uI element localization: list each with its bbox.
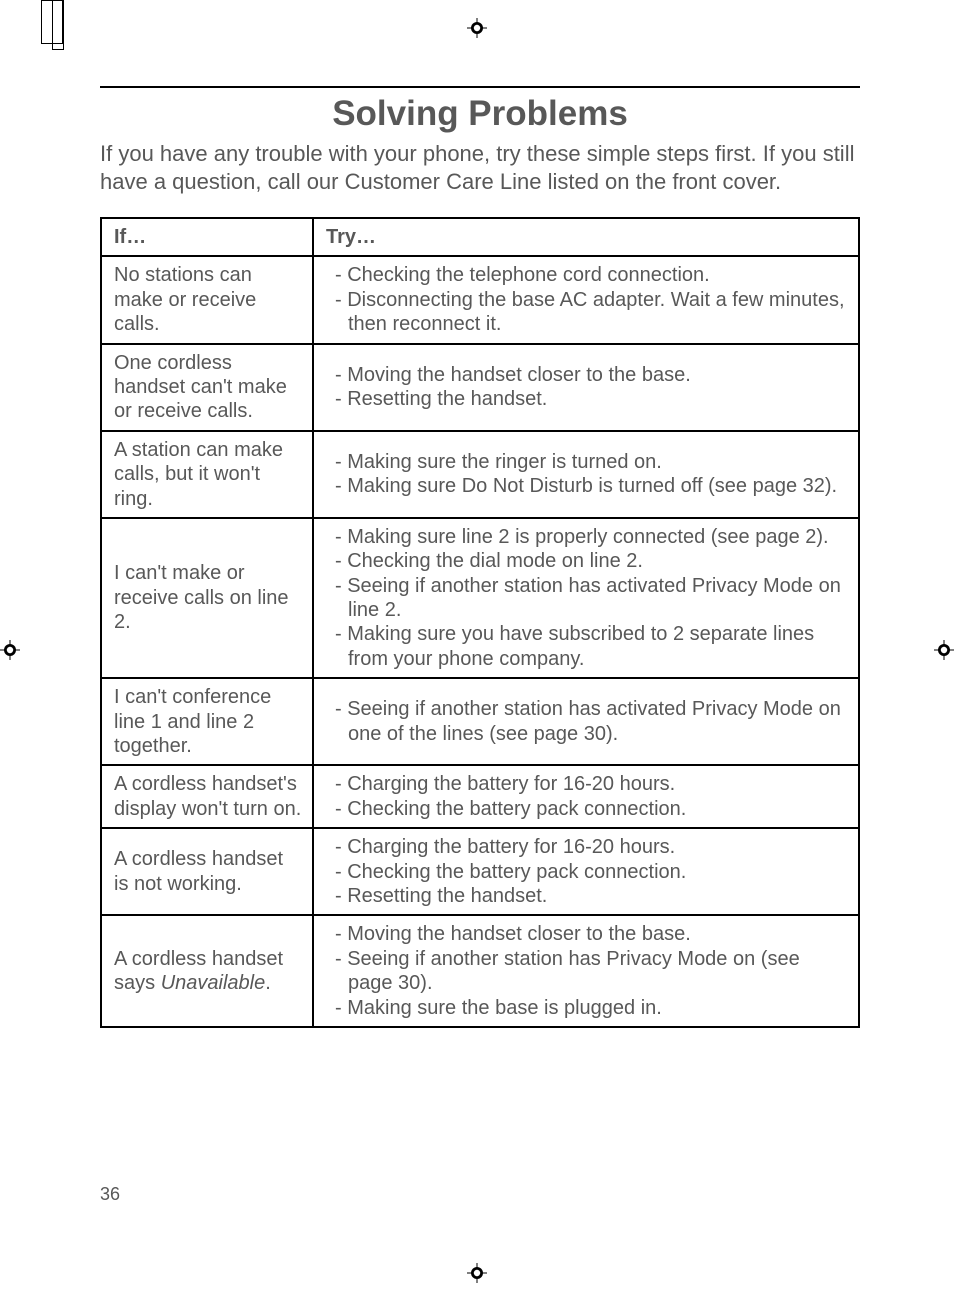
table-row: A cordless handset's display won't turn … bbox=[101, 765, 859, 828]
table-row: A station can make calls, but it won't r… bbox=[101, 431, 859, 518]
try-line: - Seeing if another station has Privacy … bbox=[326, 947, 848, 996]
cell-try: - Charging the battery for 16-20 hours.-… bbox=[313, 765, 859, 828]
table-header-row: If… Try… bbox=[101, 218, 859, 256]
try-line: - Resetting the handset. bbox=[326, 387, 848, 411]
cell-if: A station can make calls, but it won't r… bbox=[101, 431, 313, 518]
try-line: - Checking the battery pack connection. bbox=[326, 860, 848, 884]
cell-try: - Moving the handset closer to the base.… bbox=[313, 344, 859, 431]
try-line: - Checking the dial mode on line 2. bbox=[326, 549, 848, 573]
registration-mark-icon bbox=[934, 640, 954, 660]
try-line: - Moving the handset closer to the base. bbox=[326, 363, 848, 387]
table-row: No stations can make or receive calls. - … bbox=[101, 256, 859, 343]
table-row: A cordless handset says Unavailable.- Mo… bbox=[101, 915, 859, 1027]
try-line: - Making sure line 2 is properly connect… bbox=[326, 525, 848, 549]
cell-try: - Checking the telephone cord connection… bbox=[313, 256, 859, 343]
page-number: 36 bbox=[100, 1184, 120, 1205]
intro-text: If you have any trouble with your phone,… bbox=[100, 140, 860, 195]
try-line: - Making sure Do Not Disturb is turned o… bbox=[326, 474, 848, 498]
try-line: - Checking the telephone cord connection… bbox=[326, 263, 848, 287]
cell-if: I can't make or receive calls on line 2. bbox=[101, 518, 313, 678]
cell-try: - Seeing if another station has activate… bbox=[313, 678, 859, 765]
page-content: Solving Problems If you have any trouble… bbox=[100, 86, 860, 1028]
registration-mark-icon bbox=[467, 18, 487, 38]
header-try: Try… bbox=[313, 218, 859, 256]
cell-if: I can't conference line 1 and line 2 tog… bbox=[101, 678, 313, 765]
try-line: - Disconnecting the base AC adapter. Wai… bbox=[326, 288, 848, 337]
cell-if: No stations can make or receive calls. bbox=[101, 256, 313, 343]
cell-try: - Moving the handset closer to the base.… bbox=[313, 915, 859, 1027]
table-row: A cordless handset is not working.- Char… bbox=[101, 828, 859, 915]
try-line: - Seeing if another station has activate… bbox=[326, 697, 848, 746]
troubleshooting-table: If… Try… No stations can make or receive… bbox=[100, 217, 860, 1028]
top-rule bbox=[100, 86, 860, 88]
cell-try: - Making sure line 2 is properly connect… bbox=[313, 518, 859, 678]
cell-if: A cordless handset says Unavailable. bbox=[101, 915, 313, 1027]
page-title: Solving Problems bbox=[100, 94, 860, 134]
cell-if: A cordless handset's display won't turn … bbox=[101, 765, 313, 828]
registration-mark-icon bbox=[467, 1263, 487, 1283]
cell-if: A cordless handset is not working. bbox=[101, 828, 313, 915]
try-line: - Making sure the ringer is turned on. bbox=[326, 450, 848, 474]
try-line: - Making sure the base is plugged in. bbox=[326, 996, 848, 1020]
try-line: - Checking the battery pack connection. bbox=[326, 797, 848, 821]
table-row: I can't make or receive calls on line 2.… bbox=[101, 518, 859, 678]
registration-mark-icon bbox=[0, 640, 20, 660]
try-line: - Charging the battery for 16-20 hours. bbox=[326, 772, 848, 796]
cell-try: - Making sure the ringer is turned on.- … bbox=[313, 431, 859, 518]
table-row: One cordless handset can't make or recei… bbox=[101, 344, 859, 431]
try-line: - Charging the battery for 16-20 hours. bbox=[326, 835, 848, 859]
table-row: I can't conference line 1 and line 2 tog… bbox=[101, 678, 859, 765]
try-line: - Seeing if another station has activate… bbox=[326, 574, 848, 623]
try-line: - Making sure you have subscribed to 2 s… bbox=[326, 622, 848, 671]
try-line: - Moving the handset closer to the base. bbox=[326, 922, 848, 946]
header-if: If… bbox=[101, 218, 313, 256]
cell-try: - Charging the battery for 16-20 hours.-… bbox=[313, 828, 859, 915]
cell-if: One cordless handset can't make or recei… bbox=[101, 344, 313, 431]
try-line: - Resetting the handset. bbox=[326, 884, 848, 908]
